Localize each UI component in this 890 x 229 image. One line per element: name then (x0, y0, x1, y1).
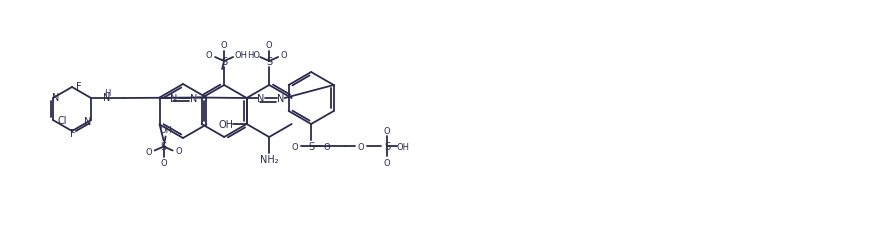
Text: Cl: Cl (57, 115, 67, 125)
Text: N: N (170, 93, 177, 103)
Text: O: O (175, 146, 182, 155)
Text: O: O (384, 126, 391, 135)
Text: O: O (384, 158, 391, 167)
Text: O: O (281, 51, 287, 60)
Text: OH: OH (159, 125, 172, 134)
Text: OH: OH (235, 51, 247, 60)
Text: N: N (53, 93, 60, 103)
Text: S: S (160, 142, 166, 152)
Text: N: N (85, 117, 92, 126)
Text: S: S (384, 141, 390, 151)
Text: O: O (358, 142, 365, 151)
Text: S: S (266, 57, 272, 67)
Text: H: H (104, 88, 110, 97)
Text: N: N (277, 94, 284, 104)
Text: O: O (206, 51, 213, 60)
Text: N: N (103, 93, 110, 103)
Text: O: O (266, 41, 272, 50)
Text: OH: OH (397, 142, 409, 151)
Text: S: S (308, 141, 314, 151)
Text: F: F (77, 82, 82, 92)
Text: S: S (221, 57, 227, 67)
Text: N: N (257, 94, 264, 104)
Text: O: O (324, 142, 330, 151)
Text: O: O (160, 158, 167, 167)
Text: HO: HO (247, 51, 260, 60)
Text: F: F (70, 128, 76, 138)
Text: NH₂: NH₂ (260, 154, 279, 164)
Text: O: O (292, 142, 298, 151)
Text: OH: OH (218, 120, 233, 129)
Text: N: N (190, 93, 198, 103)
Text: O: O (221, 41, 228, 50)
Text: O: O (145, 147, 152, 156)
